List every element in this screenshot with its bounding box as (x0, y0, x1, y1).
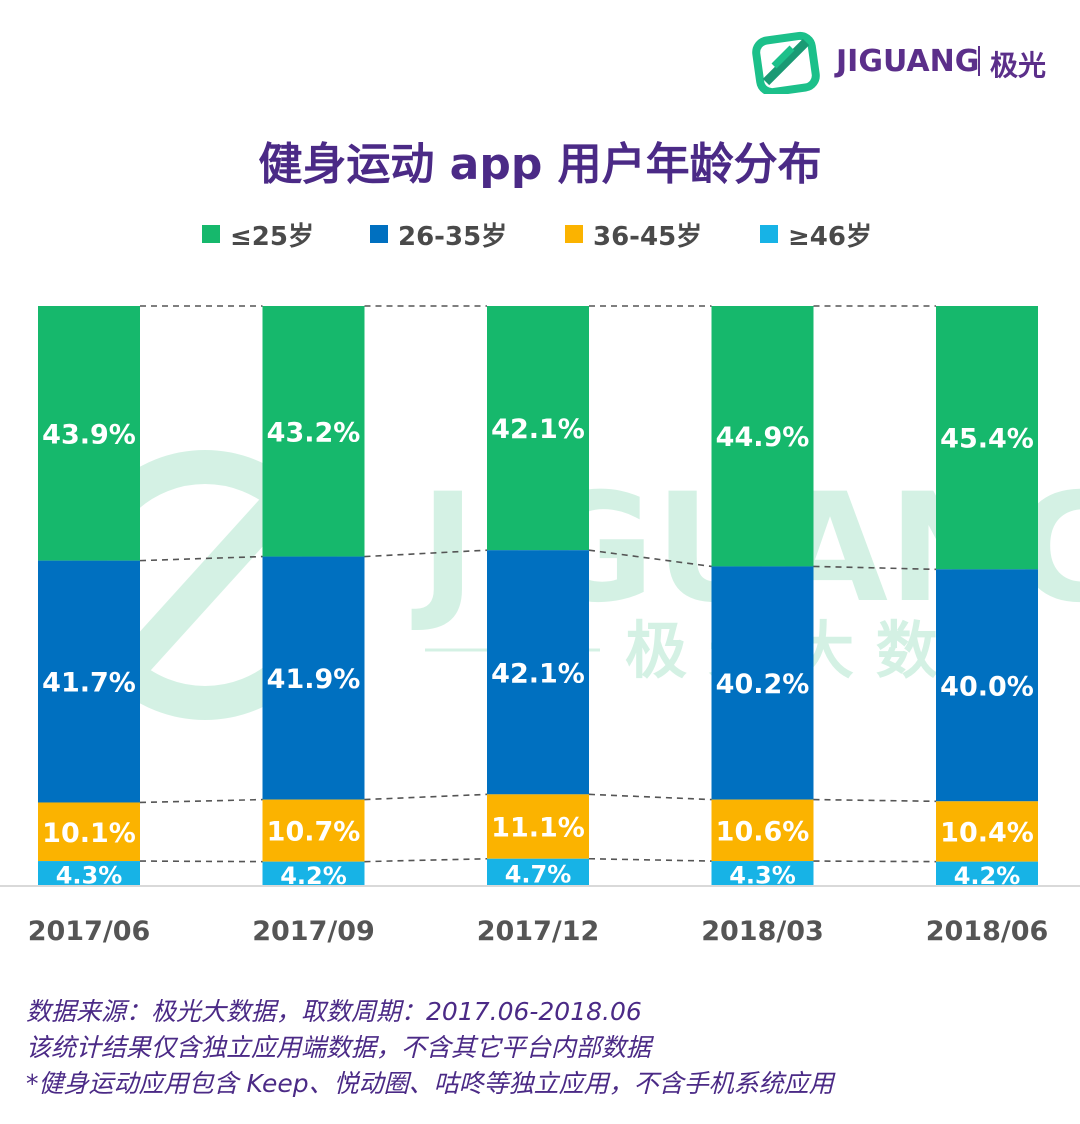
footnote-apps: *健身运动应用包含 Keep、悦动圈、咕咚等独立应用，不含手机系统应用 (26, 1069, 834, 1098)
data-label: 11.1% (491, 813, 585, 844)
connector-line (813, 565, 937, 571)
legend-label: 26-35岁 (398, 221, 508, 252)
bar-segment (487, 306, 589, 551)
data-label: 41.9% (267, 664, 361, 695)
data-label: 10.7% (267, 817, 361, 848)
chart-title: 健身运动 app 用户年龄分布 (258, 139, 822, 190)
data-label: 40.2% (716, 669, 810, 700)
data-label: 10.4% (940, 817, 1034, 848)
data-label: 42.1% (491, 658, 585, 689)
footnote-source: 数据来源：极光大数据，取数周期：2017.06-2018.06 (26, 997, 642, 1026)
connector-line (364, 857, 488, 863)
data-label: 40.0% (940, 671, 1034, 702)
legend-swatch (565, 225, 583, 243)
bar-segment (936, 861, 1038, 886)
data-label: 43.9% (42, 419, 136, 450)
data-label: 43.2% (267, 417, 361, 448)
bar-segment (262, 556, 365, 800)
data-label: 45.4% (940, 424, 1034, 455)
data-label: 10.6% (716, 816, 810, 847)
connector-line (588, 857, 712, 862)
bar-segment (38, 306, 140, 561)
legend: ≤25岁 26-35岁 36-45岁 ≥46岁 (0, 212, 1080, 256)
jiguang-logo: JIGUANG 极光 (752, 30, 1052, 97)
bar-segment (262, 861, 365, 886)
x-tick-label: 2017/12 (477, 916, 600, 947)
bar-segment (38, 560, 140, 803)
bar-segment (936, 306, 1038, 570)
bar-segment (487, 858, 589, 886)
legend-swatch (760, 225, 778, 243)
data-label: 4.3% (56, 862, 123, 890)
legend-label: ≤25岁 (230, 221, 314, 252)
legend-item-s4: ≥46岁 (760, 212, 872, 256)
bar-segment (262, 306, 365, 557)
data-label: 42.1% (491, 414, 585, 445)
jiguang-logo-icon (752, 31, 820, 97)
bar-segment (38, 802, 140, 862)
logo-separator (978, 46, 980, 76)
x-tick-label: 2018/06 (926, 916, 1049, 947)
connector-line (588, 549, 712, 568)
bar-segment (711, 799, 814, 862)
bar-segment (487, 794, 589, 859)
x-tick-label: 2017/06 (28, 916, 151, 947)
legend-label: 36-45岁 (593, 221, 703, 252)
connector-line (364, 549, 488, 558)
data-label: 4.3% (729, 862, 796, 890)
footnote-scope: 该统计结果仅含独立应用端数据，不含其它平台内部数据 (26, 1033, 652, 1062)
bar-segment (936, 801, 1038, 862)
data-label: 41.7% (42, 668, 136, 699)
connector-line (139, 860, 263, 863)
bar-segment (487, 550, 589, 795)
bar-segment (711, 861, 814, 886)
x-tick-label: 2017/09 (252, 916, 375, 947)
data-label: 10.1% (42, 818, 136, 849)
connector-line (139, 555, 263, 562)
connector-line (813, 798, 937, 803)
bar-segment (262, 799, 365, 862)
logo-chinese: 极光 (990, 49, 1047, 82)
data-label: 44.9% (716, 422, 810, 453)
legend-item-s3: 36-45岁 (565, 212, 702, 256)
bar-segment (711, 566, 814, 800)
x-tick-label: 2018/03 (701, 916, 824, 947)
connector-line (813, 860, 937, 863)
logo-text: JIGUANG (836, 44, 980, 79)
bar-segment (38, 861, 140, 886)
connector-line (139, 798, 263, 804)
legend-swatch (202, 225, 220, 243)
data-label: 4.7% (505, 860, 572, 888)
legend-item-s2: 26-35岁 (370, 212, 507, 256)
legend-label: ≥46岁 (788, 221, 872, 252)
legend-item-s1: ≤25岁 (202, 212, 314, 256)
bar-segment (936, 569, 1038, 802)
connector-line (364, 793, 488, 801)
legend-swatch (370, 225, 388, 243)
bar-segment (711, 306, 814, 567)
connector-line (588, 793, 712, 801)
